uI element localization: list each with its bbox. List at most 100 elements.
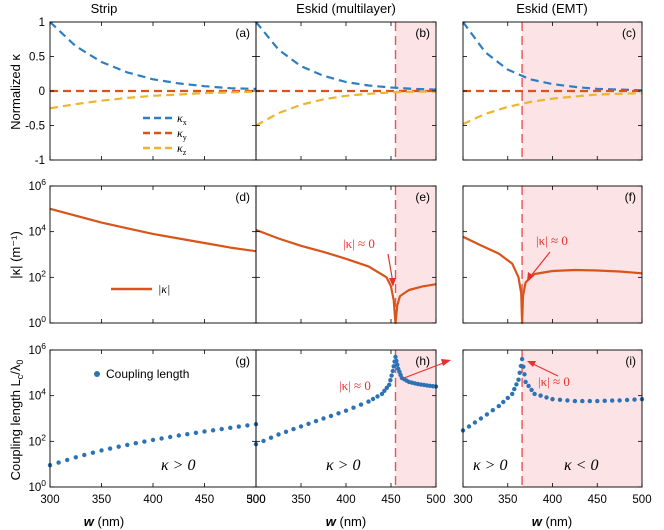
panel-f-label: (f) — [625, 190, 636, 204]
note-approx-zero-h: |κ| ≈ 0 — [339, 378, 371, 393]
ylabel-kappa-abs: |κ| (m⁻¹) — [8, 231, 23, 279]
column-title-multilayer: Eskid (multilayer) — [296, 1, 396, 16]
arrow-i — [530, 362, 559, 377]
panel-h-point — [370, 396, 376, 402]
panel-c-series-κx — [462, 21, 643, 92]
panel-g-point — [228, 425, 233, 430]
y-tick-label: 100 — [28, 478, 46, 494]
note-approx-zero-f: |κ| ≈ 0 — [536, 233, 568, 248]
panel-g-point — [236, 424, 241, 429]
panel-d-frame — [49, 185, 257, 324]
legend-label-kx: κx — [177, 111, 187, 127]
panel-i-point — [580, 398, 585, 404]
xlabel-col3: w (nm) — [532, 514, 572, 529]
legend-label-kappa-abs: |κ| — [158, 282, 170, 296]
panel-d-label: (d) — [235, 190, 250, 204]
y-tick-label: 100 — [28, 314, 46, 330]
panel-f-series-|κ| — [462, 235, 643, 325]
x-tick-label: 400 — [143, 494, 162, 506]
panel-g-point — [202, 429, 207, 434]
arrowhead-f — [527, 272, 534, 281]
panel-i-point — [544, 395, 549, 400]
panel-h-point — [321, 416, 326, 421]
y-tick-label: 106 — [28, 341, 46, 357]
arrowhead-h — [441, 359, 451, 366]
panel-e-shaded-region — [395, 186, 436, 323]
panel-g-point — [150, 437, 156, 443]
panel-h-point — [276, 432, 281, 437]
panel-b-series-κx — [255, 21, 437, 91]
y-tick-label: -1 — [35, 155, 45, 167]
legend-label-coupling: Coupling length — [106, 367, 189, 381]
legend-label-kz: κz — [177, 141, 187, 157]
y-tick-label: 102 — [28, 432, 46, 448]
panel-g-point — [168, 434, 173, 440]
panel-i-point — [484, 412, 490, 417]
panel-i-point — [496, 403, 501, 409]
panel-h-point — [358, 402, 364, 407]
y-tick-label: -0.5 — [25, 121, 45, 133]
panel-a-label: (a) — [235, 26, 250, 40]
panel-g-point — [210, 428, 216, 433]
note-kappa-pos-h: κ > 0 — [326, 457, 360, 474]
panel-h-point — [268, 435, 274, 440]
panel-i-label: (i) — [625, 354, 636, 368]
panel-h-point — [291, 426, 296, 432]
panel-i-point — [532, 391, 537, 397]
panel-a-series-κx — [49, 21, 257, 90]
panel-h-point — [366, 399, 371, 404]
arrow-h — [403, 361, 447, 379]
panel-g-point — [116, 444, 121, 449]
panel-a-series-κz — [49, 90, 257, 110]
panel-i-point — [624, 397, 630, 403]
panel-g-point — [125, 442, 130, 448]
data-curves — [47, 21, 645, 487]
panel-h-point — [379, 391, 385, 397]
x-tick-label: 350 — [498, 494, 517, 506]
x-tick-label: 500 — [426, 494, 445, 506]
note-kappa-pos-g: κ > 0 — [161, 457, 195, 474]
axes-frames — [49, 21, 643, 488]
x-tick-label: 350 — [291, 494, 310, 506]
y-tick-label: 0 — [39, 86, 45, 98]
column-title-emt: Eskid (EMT) — [516, 1, 588, 16]
panel-d-series-|κ| — [49, 207, 257, 253]
panel-i-point — [565, 398, 570, 403]
ylabel-normalized-kappa: Normalized κ — [8, 54, 23, 130]
y-tick-label: 0.5 — [29, 52, 45, 64]
panel-i-shaded-region — [522, 350, 642, 487]
panel-i-point — [519, 356, 525, 362]
legend-coupling-length: Coupling length — [94, 367, 189, 381]
panel-b-series-κz — [255, 90, 436, 127]
panel-i-point — [510, 391, 515, 397]
panel-g-point — [219, 426, 224, 432]
panel-g-point — [193, 430, 199, 435]
panel-g-point — [65, 457, 70, 463]
panel-h-shaded-region — [395, 350, 436, 487]
panel-h-point — [328, 413, 334, 419]
panel-i-point — [526, 383, 531, 389]
panel-h-point — [391, 364, 396, 369]
panel-i-point — [516, 377, 521, 382]
xlabel-col2: w (nm) — [326, 514, 366, 529]
panel-i-point — [550, 397, 555, 402]
panel-h-point — [394, 358, 399, 364]
ylabel-coupling-length: Coupling length Lc/λ0 — [8, 360, 25, 481]
panel-c-label: (c) — [622, 26, 636, 40]
panel-i-point — [490, 408, 495, 413]
panel-i-point — [617, 398, 622, 403]
x-tick-label: 450 — [381, 494, 400, 506]
panel-g-point — [56, 460, 61, 465]
panel-b-label: (b) — [415, 26, 430, 40]
arrowhead-e — [389, 278, 396, 287]
panel-f-shaded-region — [522, 186, 642, 323]
panel-g-point — [185, 432, 190, 437]
y-tick-label: 104 — [28, 387, 46, 403]
panel-i-point — [501, 399, 506, 405]
panel-g-point — [176, 433, 181, 438]
panel-e-label: (e) — [415, 190, 430, 204]
x-tick-label: 500 — [246, 494, 265, 506]
arrowhead-i — [527, 361, 536, 367]
panel-i-point — [505, 395, 510, 401]
